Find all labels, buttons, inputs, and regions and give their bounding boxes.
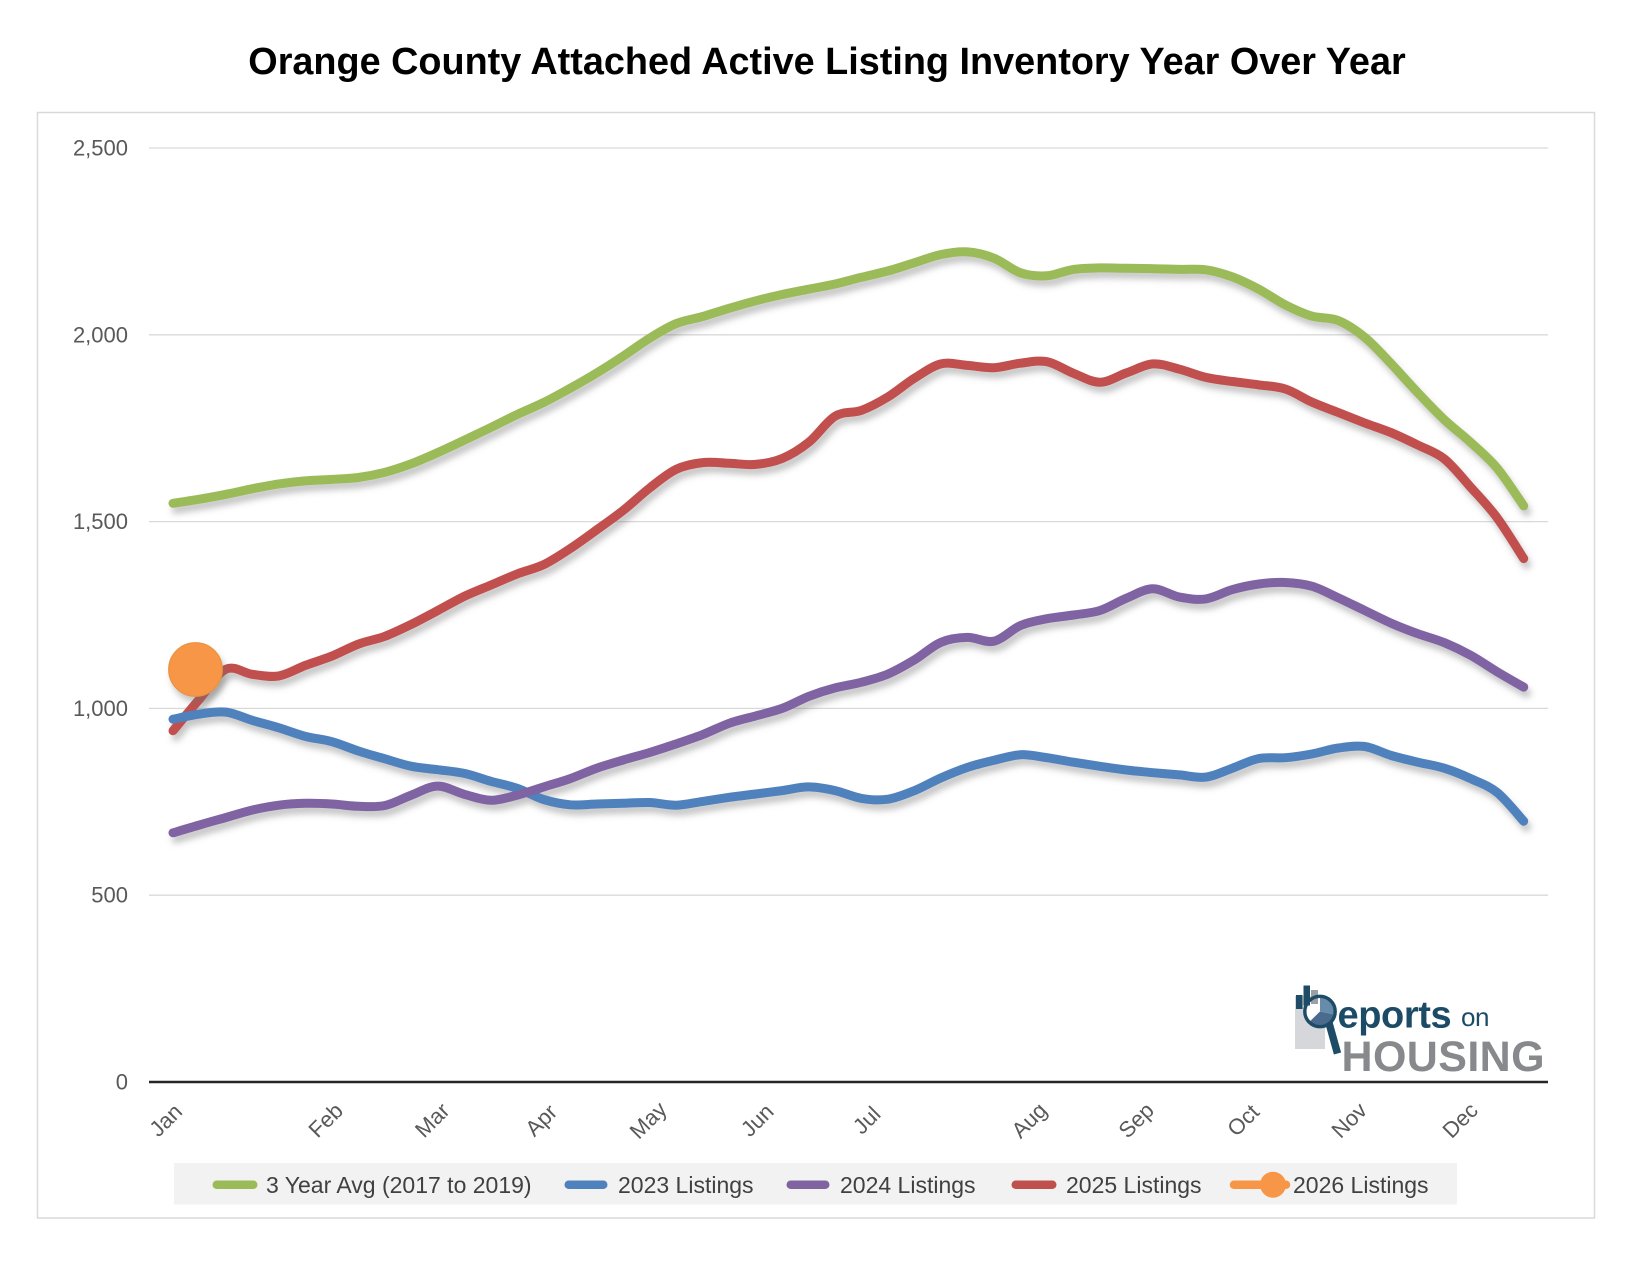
svg-text:eports: eports — [1338, 995, 1452, 1037]
svg-text:2026 Listings: 2026 Listings — [1293, 1172, 1429, 1198]
svg-text:HOUSING: HOUSING — [1342, 1033, 1545, 1081]
svg-text:2023 Listings: 2023 Listings — [618, 1172, 754, 1198]
svg-text:1,000: 1,000 — [73, 696, 128, 721]
svg-text:2,000: 2,000 — [73, 322, 128, 347]
svg-text:1,500: 1,500 — [73, 509, 128, 534]
svg-text:0: 0 — [116, 1070, 128, 1095]
svg-text:on: on — [1461, 1002, 1489, 1032]
svg-text:2,500: 2,500 — [73, 136, 128, 161]
svg-text:Orange County Attached Active: Orange County Attached Active Listing In… — [248, 41, 1406, 83]
svg-text:3 Year Avg (2017 to 2019): 3 Year Avg (2017 to 2019) — [266, 1172, 532, 1198]
svg-text:2025 Listings: 2025 Listings — [1066, 1172, 1202, 1198]
svg-text:2024 Listings: 2024 Listings — [840, 1172, 976, 1198]
svg-text:500: 500 — [91, 883, 128, 908]
